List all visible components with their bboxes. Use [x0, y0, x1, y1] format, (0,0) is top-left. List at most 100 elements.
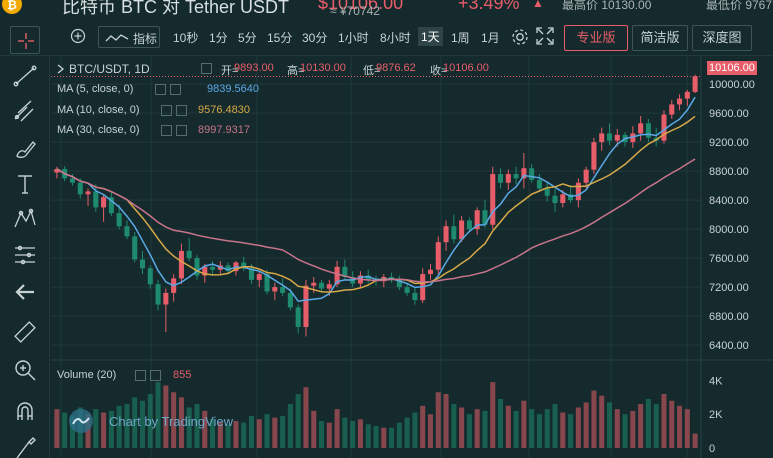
candle-body	[412, 292, 418, 301]
indicator-button[interactable]: 指标	[98, 26, 160, 48]
view-pro-button[interactable]: 专业版	[564, 25, 628, 51]
volume-bar	[568, 414, 574, 448]
candle-body	[692, 76, 698, 92]
volume-bar	[622, 414, 628, 448]
candle-body	[85, 191, 91, 195]
open-label: 开=	[221, 65, 239, 77]
volume-bar	[427, 414, 434, 448]
symbol-settings-icon[interactable]	[201, 63, 212, 74]
ma30-remove-icon[interactable]	[176, 125, 187, 136]
fib-tool-icon[interactable]	[13, 99, 37, 123]
volume-bar	[435, 392, 441, 448]
ruler-icon[interactable]	[13, 320, 37, 344]
ma10-line	[56, 115, 696, 293]
wave-icon	[105, 34, 129, 42]
candle-body	[505, 174, 511, 183]
volume-settings-icon[interactable]	[135, 370, 146, 381]
ma10-settings-icon[interactable]	[161, 105, 172, 116]
interval-1h[interactable]: 1小时	[338, 31, 369, 45]
volume-bar	[116, 405, 122, 448]
price-tick-label: 9600.00	[709, 108, 749, 120]
candle-body	[147, 268, 153, 285]
interval-30m[interactable]: 30分	[302, 31, 328, 45]
candle-body	[365, 275, 371, 280]
candle-body	[544, 188, 550, 196]
volume-bar	[684, 409, 690, 448]
candle-body	[490, 174, 496, 225]
text-tool-icon[interactable]	[13, 172, 37, 196]
settings-button[interactable]	[510, 27, 530, 52]
volume-bar	[365, 424, 371, 448]
interval-8h[interactable]: 8小时	[380, 31, 411, 45]
arrow-left-icon[interactable]	[13, 280, 37, 304]
low-value: 9876.62	[376, 62, 416, 74]
view-depth-button[interactable]: 深度图	[692, 25, 752, 51]
volume-bar	[101, 412, 107, 448]
volume-bar	[264, 414, 270, 448]
volume-bar	[295, 393, 301, 448]
candle-body	[435, 242, 441, 270]
interval-1m[interactable]: 1分	[209, 31, 228, 45]
volume-bar	[451, 404, 457, 448]
last-price: $10106.00	[318, 0, 404, 13]
candlestick-chart[interactable]: 10000.00 9600.00 9200.00 8800.00 8400.00 8000…	[51, 56, 773, 458]
interval-5m[interactable]: 5分	[238, 31, 257, 45]
candle-body	[684, 91, 690, 99]
volume-remove-icon[interactable]	[150, 370, 161, 381]
zoom-in-icon[interactable]	[13, 358, 37, 382]
volume-bar	[171, 392, 177, 448]
candle-body	[334, 266, 340, 285]
candle-body	[280, 287, 286, 293]
volume-bar	[677, 405, 683, 448]
crosshair-tool[interactable]	[10, 26, 40, 54]
volume-bar	[638, 404, 644, 448]
legend-ma5: MA (5, close, 0) 9839.5640	[57, 83, 259, 95]
volume-bar	[412, 412, 418, 448]
candle-body	[614, 134, 620, 141]
candle-body	[591, 142, 597, 170]
lock-drawing-icon[interactable]	[13, 436, 37, 458]
interval-10s[interactable]: 10秒	[173, 31, 199, 45]
volume-bar	[85, 414, 91, 448]
chart-pane[interactable]: 10000.00 9600.00 9200.00 8800.00 8400.00 8000…	[51, 56, 773, 458]
volume-bar	[575, 407, 581, 448]
pattern-tool-icon[interactable]	[13, 207, 37, 231]
ma30-settings-icon[interactable]	[161, 125, 172, 136]
volume-bar	[132, 397, 138, 448]
candle-body	[132, 236, 138, 260]
collapse-chevron-icon[interactable]	[55, 63, 67, 75]
volume-bar	[272, 417, 278, 448]
candle-body	[303, 285, 309, 327]
ma5-label: MA (5, close, 0)	[57, 83, 134, 95]
volume-bar	[490, 382, 496, 448]
candle-body	[93, 191, 99, 208]
brush-icon[interactable]	[13, 136, 37, 160]
chart-toolbar: 指标 10秒 1分 5分 15分 30分 1小时 8小时 1天 1周 1月 专业…	[0, 20, 773, 56]
interval-15m[interactable]: 15分	[267, 31, 293, 45]
interval-1w[interactable]: 1周	[451, 31, 470, 45]
ma5-settings-icon[interactable]	[155, 84, 166, 95]
tradingview-watermark[interactable]: Chart by TradingView	[67, 408, 247, 434]
volume-bar	[225, 424, 231, 448]
magnet-icon[interactable]	[13, 400, 37, 424]
candle-body	[669, 104, 675, 115]
candle-body	[318, 282, 325, 289]
candle-body	[311, 282, 317, 286]
volume-bar	[241, 422, 247, 448]
volume-bar	[661, 393, 667, 448]
symbol-label: BTC/USDT, 1D	[69, 62, 150, 76]
ma5-remove-icon[interactable]	[170, 84, 181, 95]
interval-1mo[interactable]: 1月	[481, 31, 500, 45]
compare-button[interactable]	[70, 28, 86, 49]
volume-bar	[560, 412, 566, 448]
volume-bar	[210, 419, 216, 448]
fullscreen-button[interactable]	[536, 27, 554, 50]
view-simple-button[interactable]: 简洁版	[632, 25, 688, 51]
price-tick-label: 7200.00	[709, 282, 749, 294]
volume-bar	[202, 410, 208, 448]
trend-line-icon[interactable]	[13, 64, 37, 88]
ma10-remove-icon[interactable]	[176, 105, 187, 116]
prediction-tool-icon[interactable]	[13, 243, 37, 267]
interval-1d[interactable]: 1天	[418, 27, 443, 46]
volume-bar	[544, 409, 550, 448]
